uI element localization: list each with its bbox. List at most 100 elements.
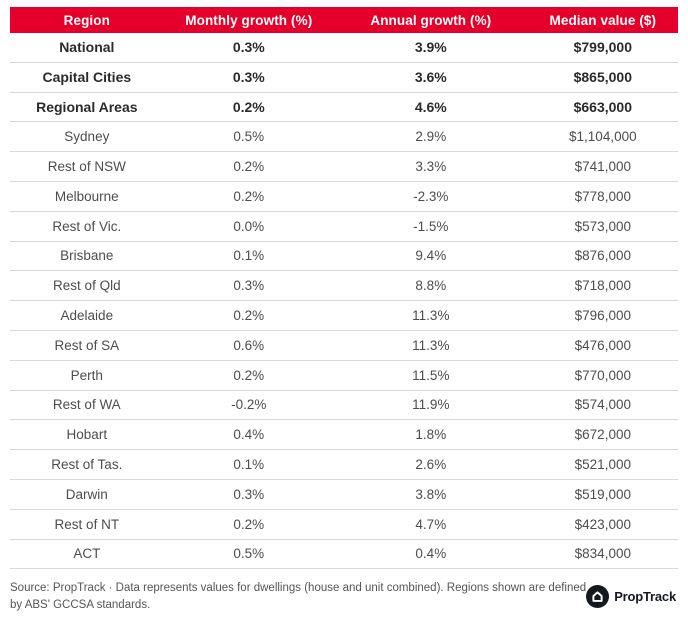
cell-monthly-growth: 0.2% [233, 516, 265, 532]
table-row: Melbourne 0.2% -2.3% $778,000 [10, 182, 678, 212]
cell-monthly-growth: 0.2% [233, 159, 265, 175]
cell-median-value: $796,000 [574, 308, 631, 324]
growth-table: Region Monthly growth (%) Annual growth … [10, 7, 678, 570]
header-region: Region [63, 12, 110, 28]
cell-region: Rest of Vic. [52, 218, 122, 234]
cell-annual-growth: 3.8% [415, 486, 447, 502]
cell-annual-growth: 2.6% [415, 457, 447, 473]
cell-median-value: $799,000 [573, 39, 633, 56]
table-row: Rest of Vic. 0.0% -1.5% $573,000 [10, 212, 678, 242]
cell-annual-growth: 8.8% [415, 278, 447, 294]
table-row: ACT 0.5% 0.4% $834,000 [10, 540, 678, 570]
header-monthly-growth: Monthly growth (%) [185, 12, 313, 28]
cell-annual-growth: 9.4% [415, 248, 447, 264]
table-row: Rest of NSW 0.2% 3.3% $741,000 [10, 152, 678, 182]
cell-region: Adelaide [60, 308, 114, 324]
cell-median-value: $741,000 [574, 159, 631, 175]
cell-monthly-growth: 0.2% [233, 188, 265, 204]
cell-median-value: $1,104,000 [569, 129, 637, 145]
cell-median-value: $834,000 [574, 546, 631, 562]
cell-region: Rest of NSW [47, 159, 126, 175]
table-row: Darwin 0.3% 3.8% $519,000 [10, 480, 678, 510]
cell-region: Rest of NT [54, 516, 120, 532]
cell-monthly-growth: 0.3% [232, 39, 265, 56]
cell-monthly-growth: 0.6% [233, 337, 265, 353]
table-row: National 0.3% 3.9% $799,000 [10, 33, 678, 63]
cell-monthly-growth: 0.1% [233, 248, 265, 264]
table-row: Rest of WA -0.2% 11.9% $574,000 [10, 391, 678, 421]
cell-annual-growth: 4.6% [414, 98, 447, 115]
cell-annual-growth: 3.6% [414, 69, 447, 86]
cell-median-value: $476,000 [574, 337, 631, 353]
cell-region: Rest of Tas. [51, 457, 123, 473]
source-note: Source: PropTrack · Data represents valu… [10, 582, 587, 611]
cell-region: Brisbane [60, 248, 114, 264]
cell-annual-growth: 11.5% [412, 367, 450, 383]
cell-region: Rest of SA [54, 337, 120, 353]
table-header-row: Region Monthly growth (%) Annual growth … [10, 7, 678, 33]
cell-median-value: $718,000 [574, 278, 631, 294]
table-row: Regional Areas 0.2% 4.6% $663,000 [10, 93, 678, 123]
cell-monthly-growth: 0.5% [233, 546, 265, 562]
cell-annual-growth: -2.3% [413, 188, 449, 204]
table-row: Rest of NT 0.2% 4.7% $423,000 [10, 510, 678, 540]
table-row: Rest of Qld 0.3% 8.8% $718,000 [10, 271, 678, 302]
table-row: Rest of SA 0.6% 11.3% $476,000 [10, 331, 678, 361]
proptrack-logo: PropTrack [586, 585, 676, 609]
cell-monthly-growth: 0.5% [233, 129, 265, 145]
cell-region: ACT [73, 546, 101, 562]
table-row: Hobart 0.4% 1.8% $672,000 [10, 420, 678, 451]
logo-wordmark: PropTrack [614, 589, 676, 605]
cell-annual-growth: 2.9% [415, 129, 447, 145]
cell-median-value: $574,000 [574, 397, 631, 413]
cell-annual-growth: 4.7% [415, 516, 447, 532]
cell-annual-growth: 1.8% [415, 427, 447, 443]
cell-median-value: $778,000 [574, 188, 631, 204]
table-row: Capital Cities 0.3% 3.6% $865,000 [10, 63, 678, 93]
cell-median-value: $865,000 [573, 69, 633, 86]
table-row: Perth 0.2% 11.5% $770,000 [10, 361, 678, 391]
cell-median-value: $521,000 [574, 457, 631, 473]
cell-region: Regional Areas [36, 98, 138, 115]
table-row: Rest of Tas. 0.1% 2.6% $521,000 [10, 450, 678, 480]
cell-median-value: $423,000 [574, 516, 631, 532]
cell-monthly-growth: 0.3% [233, 486, 265, 502]
cell-region: Perth [70, 367, 103, 383]
cell-annual-growth: 3.3% [415, 159, 447, 175]
cell-region: Darwin [65, 486, 108, 502]
cell-median-value: $519,000 [574, 486, 631, 502]
cell-monthly-growth: 0.1% [233, 457, 265, 473]
table-row: Sydney 0.5% 2.9% $1,104,000 [10, 122, 678, 153]
cell-annual-growth: 11.9% [412, 397, 450, 413]
cell-median-value: $770,000 [574, 367, 631, 383]
cell-median-value: $876,000 [574, 248, 631, 264]
cell-region: Hobart [66, 427, 108, 443]
header-annual-growth: Annual growth (%) [370, 12, 492, 28]
cell-monthly-growth: 0.0% [233, 218, 265, 234]
cell-annual-growth: 11.3% [412, 308, 450, 324]
cell-region: Melbourne [54, 188, 119, 204]
cell-monthly-growth: 0.2% [233, 367, 265, 383]
cell-monthly-growth: 0.2% [232, 98, 265, 115]
cell-annual-growth: 0.4% [415, 546, 447, 562]
table-row: Brisbane 0.1% 9.4% $876,000 [10, 242, 678, 272]
home-icon [586, 585, 610, 609]
cell-median-value: $672,000 [574, 427, 631, 443]
cell-monthly-growth: 0.3% [232, 69, 265, 86]
cell-region: Capital Cities [42, 69, 132, 86]
cell-monthly-growth: -0.2% [231, 397, 267, 413]
cell-monthly-growth: 0.4% [233, 427, 265, 443]
cell-region: National [59, 39, 115, 56]
cell-median-value: $573,000 [574, 218, 631, 234]
cell-region: Sydney [64, 129, 110, 145]
cell-median-value: $663,000 [573, 98, 633, 115]
cell-region: Rest of Qld [53, 278, 121, 294]
header-median-value: Median value ($) [549, 12, 657, 28]
table-body: National 0.3% 3.9% $799,000 Capital Citi… [10, 33, 678, 570]
cell-region: Rest of WA [52, 397, 121, 413]
cell-monthly-growth: 0.3% [233, 278, 265, 294]
cell-annual-growth: 3.9% [414, 39, 447, 56]
table-row: Adelaide 0.2% 11.3% $796,000 [10, 301, 678, 331]
footer: Source: PropTrack · Data represents valu… [10, 580, 676, 613]
cell-annual-growth: 11.3% [412, 337, 450, 353]
